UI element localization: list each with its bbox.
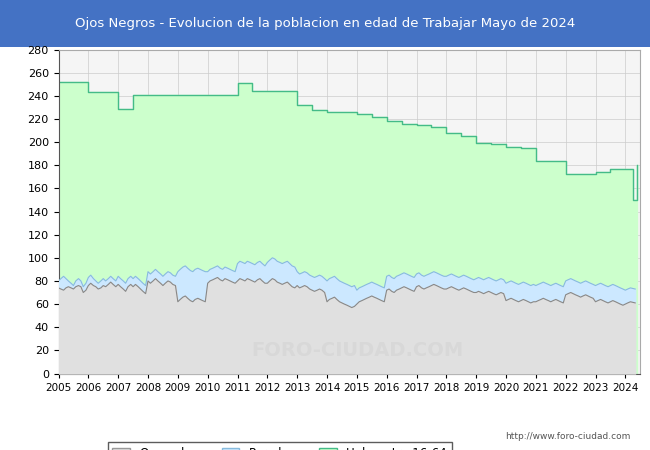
Text: http://www.foro-ciudad.com: http://www.foro-ciudad.com xyxy=(505,432,630,441)
Text: Ojos Negros - Evolucion de la poblacion en edad de Trabajar Mayo de 2024: Ojos Negros - Evolucion de la poblacion … xyxy=(75,17,575,30)
Text: FORO-CIUDAD.COM: FORO-CIUDAD.COM xyxy=(252,342,463,360)
Legend: Ocupados, Parados, Hab. entre 16-64: Ocupados, Parados, Hab. entre 16-64 xyxy=(107,442,452,450)
